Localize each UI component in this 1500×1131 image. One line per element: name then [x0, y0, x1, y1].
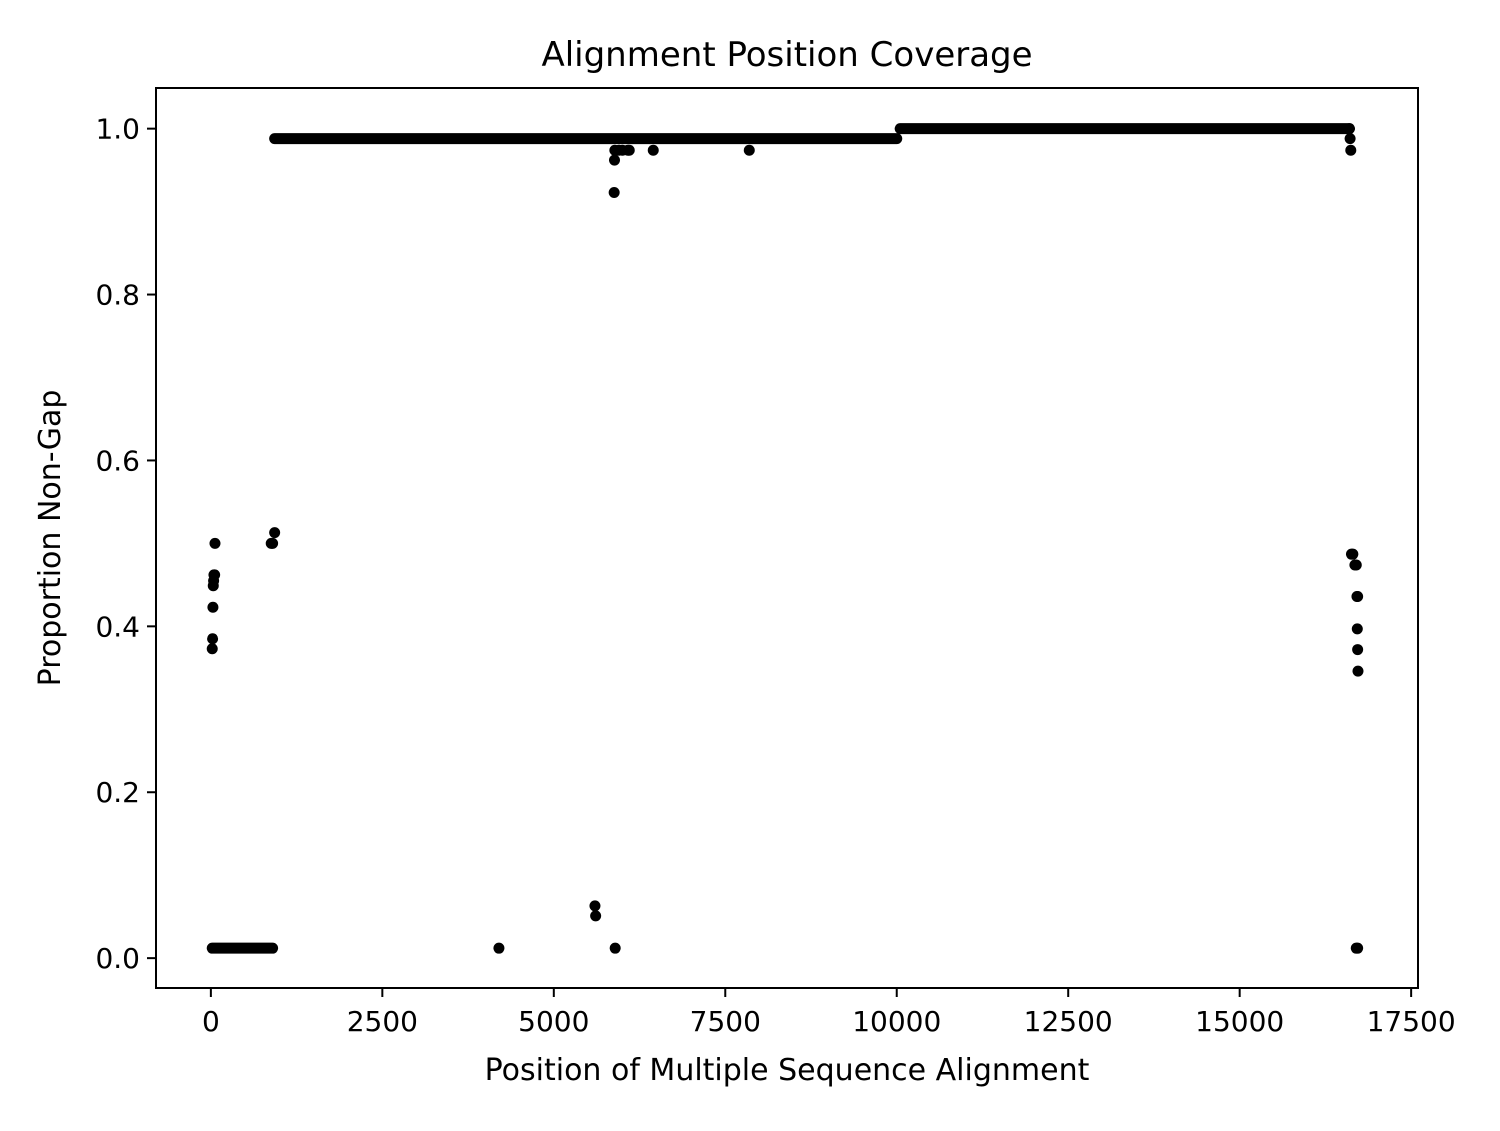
y-tick-label-0: 0.0: [95, 942, 140, 975]
data-point-14: [608, 187, 620, 199]
data-point-15: [609, 154, 621, 166]
data-point-9: [267, 537, 279, 549]
x-tick-label-1: 2500: [347, 1005, 418, 1038]
y-axis-label: Proportion Non-Gap: [33, 390, 68, 687]
data-point-28: [1347, 548, 1359, 560]
y-tick-label-3: 0.6: [95, 444, 140, 477]
x-tick-label-0: 0: [202, 1005, 220, 1038]
y-tick-label-5: 1.0: [95, 113, 140, 146]
data-point-35: [1352, 665, 1364, 677]
data-point-32: [1352, 590, 1364, 602]
data-point-24: [1343, 123, 1355, 135]
x-axis-label: Position of Multiple Sequence Alignment: [485, 1053, 1090, 1088]
data-point-34: [1352, 644, 1364, 656]
x-tick-label-3: 7500: [690, 1005, 761, 1038]
data-point-25: [1344, 133, 1356, 145]
data-point-22: [647, 144, 659, 156]
data-point-11: [493, 942, 505, 954]
data-point-26: [1345, 144, 1357, 156]
data-point-1: [207, 633, 219, 645]
y-tick-label-2: 0.4: [95, 610, 140, 643]
data-point-21: [623, 144, 635, 156]
data-marks: [206, 123, 1364, 954]
x-tick-label-4: 10000: [852, 1005, 941, 1038]
data-point-23: [743, 144, 755, 156]
data-point-0: [206, 643, 218, 655]
data-point-6: [209, 569, 221, 581]
x-tick-label-2: 5000: [518, 1005, 589, 1038]
x-tick-label-6: 15000: [1195, 1005, 1284, 1038]
data-point-13: [590, 910, 602, 922]
data-point-10: [269, 527, 281, 539]
data-point-12: [589, 900, 601, 912]
data-point-37: [1352, 942, 1364, 954]
chart-title: Alignment Position Coverage: [541, 35, 1032, 75]
data-point-17: [609, 942, 621, 954]
data-point-7: [209, 537, 221, 549]
x-tick-label-5: 12500: [1024, 1005, 1113, 1038]
x-tick-label-7: 17500: [1367, 1005, 1456, 1038]
axis-ticks: 0 2500 5000 7500 10000 12500 15000 17500 0.0 0.2 0…: [95, 113, 1455, 1038]
plot-area-frame: [155, 87, 1419, 989]
y-tick-label-4: 0.8: [95, 279, 140, 312]
data-point-33: [1351, 623, 1363, 635]
data-point-30: [1350, 559, 1362, 571]
y-tick-label-1: 0.2: [95, 776, 140, 809]
data-point-2: [207, 601, 219, 613]
